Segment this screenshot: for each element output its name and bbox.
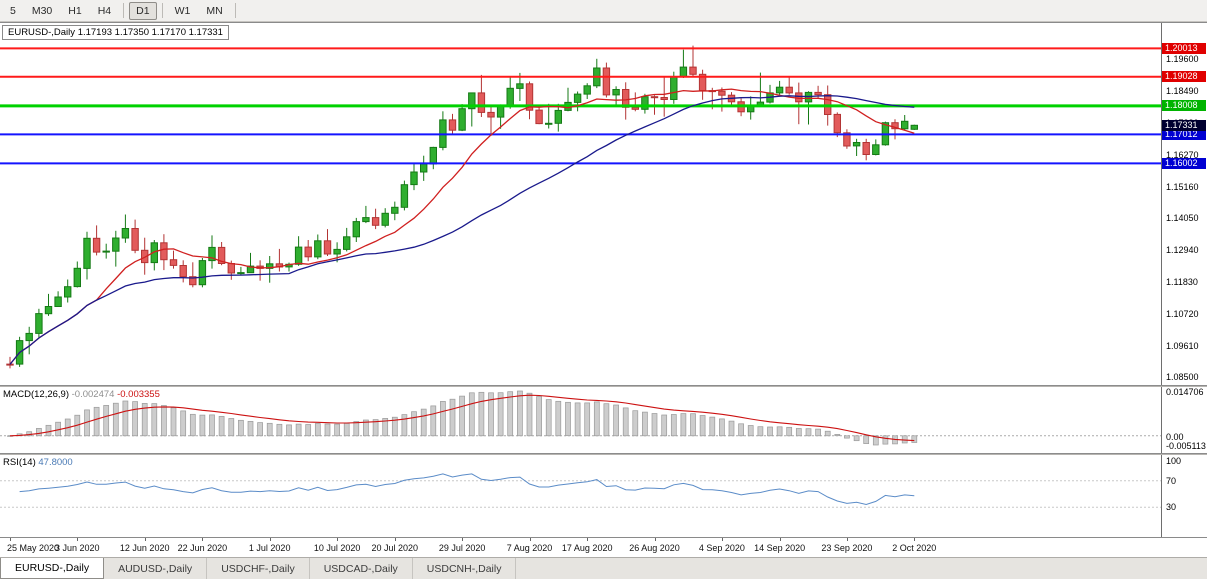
panel-splitter[interactable] <box>0 453 1207 455</box>
timeframe-button-h4[interactable]: H4 <box>97 4 112 17</box>
timeframe-toolbar: 5 M30 H1 H4 D1 W1 MN <box>0 0 1207 22</box>
current-price-badge: 1.17331 <box>1162 119 1206 131</box>
chart-title: EURUSD-,Daily 1.17193 1.17350 1.17170 1.… <box>2 25 229 40</box>
macd-plot: MACD(12,26,9) -0.002474 -0.003355 <box>0 387 1161 453</box>
macd-name: MACD(12,26,9) <box>3 389 69 400</box>
tab-audusd-daily[interactable]: AUDUSD-,Daily <box>104 558 208 579</box>
time-axis-tick <box>779 538 781 541</box>
time-axis-label: 25 May 2020 <box>6 543 60 553</box>
time-axis-label: 7 Aug 2020 <box>506 543 553 553</box>
time-axis-tick <box>337 538 339 541</box>
rsi-panel: RSI(14) 47.8000 100 70 30 <box>0 455 1207 537</box>
time-axis-tick <box>269 538 271 541</box>
rsi-plot: RSI(14) 47.8000 <box>0 455 1161 537</box>
macd-panel: MACD(12,26,9) -0.002474 -0.003355 0.0147… <box>0 387 1207 453</box>
price-scale-label: 1.08500 <box>1166 372 1199 383</box>
time-axis-tick <box>10 538 11 541</box>
chart-symbol-period: EURUSD-,Daily <box>8 27 76 38</box>
time-axis-label: 4 Sep 2020 <box>698 543 745 553</box>
price-scale-label: 1.12940 <box>1166 245 1199 256</box>
time-axis-tick <box>721 538 723 541</box>
main-chart-panel: EURUSD-,Daily 1.17193 1.17350 1.17170 1.… <box>0 23 1207 385</box>
time-axis[interactable]: 25 May 2020 3 Jun 2020 12 Jun 2020 22 Jun 2… <box>0 537 1207 557</box>
macd-scale-min: -0.005113 <box>1166 441 1206 451</box>
toolbar-separator <box>234 3 236 18</box>
price-scale-label: 1.11830 <box>1166 276 1198 287</box>
time-axis-tick <box>462 538 464 541</box>
macd-signal-value: -0.003355 <box>117 389 160 400</box>
price-line-badge: 1.19028 <box>1162 71 1206 83</box>
price-scale-label: 1.10720 <box>1166 308 1199 319</box>
time-axis-tick <box>202 538 204 541</box>
price-scale[interactable]: 1.196001.184901.173801.162701.151601.140… <box>1161 23 1206 385</box>
price-scale-label: 1.09610 <box>1166 340 1199 351</box>
timeframe-button-d1[interactable]: D1 <box>129 1 157 20</box>
time-axis-label: 26 Aug 2020 <box>629 543 680 553</box>
price-scale-label: 1.18490 <box>1166 86 1199 97</box>
macd-value: -0.002474 <box>71 389 115 400</box>
macd-scale-max: 0.014706 <box>1166 387 1204 397</box>
time-axis-label: 12 Jun 2020 <box>119 543 170 553</box>
panel-splitter[interactable] <box>0 385 1207 387</box>
tab-eurusd-daily[interactable]: EURUSD-,Daily <box>0 558 105 579</box>
candlestick-chart[interactable] <box>0 23 1161 385</box>
timeframe-button-mn[interactable]: MN <box>206 4 223 17</box>
time-axis-tick <box>654 538 656 541</box>
timeframe-button-w1[interactable]: W1 <box>174 4 191 17</box>
price-scale-label: 1.16270 <box>1166 149 1199 160</box>
rsi-label: RSI(14) 47.8000 <box>3 457 73 468</box>
price-line-badge: 1.17012 <box>1162 128 1206 140</box>
chart-tabs: EURUSD-,Daily AUDUSD-,Daily USDCHF-,Daily U… <box>0 557 1207 579</box>
tab-usdcad-daily[interactable]: USDCAD-,Daily <box>310 558 413 579</box>
price-scale-label: 1.19600 <box>1166 54 1199 65</box>
price-line-badge: 1.18008 <box>1162 100 1206 112</box>
rsi-scale-label: 30 <box>1166 502 1177 513</box>
macd-scale[interactable]: 0.014706 0.00 -0.005113 <box>1161 387 1206 453</box>
rsi-scale[interactable]: 100 70 30 <box>1161 455 1206 537</box>
time-axis-label: 1 Jul 2020 <box>248 543 291 553</box>
tab-usdchf-daily[interactable]: USDCHF-,Daily <box>207 558 310 579</box>
time-axis-tick <box>587 538 589 541</box>
time-axis-label: 20 Jul 2020 <box>371 543 419 553</box>
toolbar-separator <box>123 3 125 18</box>
time-axis-tick <box>529 538 531 541</box>
rsi-value: 47.8000 <box>38 457 73 468</box>
time-axis-label: 3 Jun 2020 <box>55 543 100 553</box>
macd-chart[interactable] <box>0 387 1161 453</box>
timeframe-button-h1[interactable]: H1 <box>68 4 82 17</box>
price-scale-label: 1.15160 <box>1166 181 1199 192</box>
time-axis-label: 2 Oct 2020 <box>892 543 937 553</box>
time-axis-label: 22 Jun 2020 <box>177 543 228 553</box>
timeframe-button-m30[interactable]: M30 <box>31 4 53 17</box>
chart-stack: EURUSD-,Daily 1.17193 1.17350 1.17170 1.… <box>0 22 1207 557</box>
rsi-name: RSI(14) <box>3 457 36 468</box>
timeframe-button-5[interactable]: 5 <box>10 4 16 17</box>
time-axis-tick <box>77 538 79 541</box>
time-axis-tick <box>394 538 396 541</box>
time-axis-tick <box>144 538 146 541</box>
time-axis-label: 17 Aug 2020 <box>561 543 613 553</box>
rsi-scale-label: 100 <box>1166 456 1182 466</box>
time-axis-tick <box>914 538 916 541</box>
chart-ohlc-values: 1.17193 1.17350 1.17170 1.17331 <box>77 27 223 38</box>
price-line-badge: 1.16002 <box>1162 157 1206 169</box>
rsi-scale-label: 70 <box>1166 475 1177 486</box>
macd-scale-zero: 0.00 <box>1166 431 1184 442</box>
rsi-chart[interactable] <box>0 455 1161 537</box>
macd-label: MACD(12,26,9) -0.002474 -0.003355 <box>3 389 160 400</box>
tab-usdcnh-daily[interactable]: USDCNH-,Daily <box>413 558 517 579</box>
time-axis-label: 23 Sep 2020 <box>821 543 873 553</box>
main-plot: EURUSD-,Daily 1.17193 1.17350 1.17170 1.… <box>0 23 1161 385</box>
time-axis-label: 14 Sep 2020 <box>754 543 806 553</box>
time-axis-label: 29 Jul 2020 <box>438 543 486 553</box>
time-axis-tick <box>846 538 848 541</box>
price-scale-label: 1.14050 <box>1166 213 1199 224</box>
price-line-badge: 1.20013 <box>1162 42 1206 54</box>
time-axis-label: 10 Jul 2020 <box>313 543 361 553</box>
toolbar-separator <box>161 3 163 18</box>
